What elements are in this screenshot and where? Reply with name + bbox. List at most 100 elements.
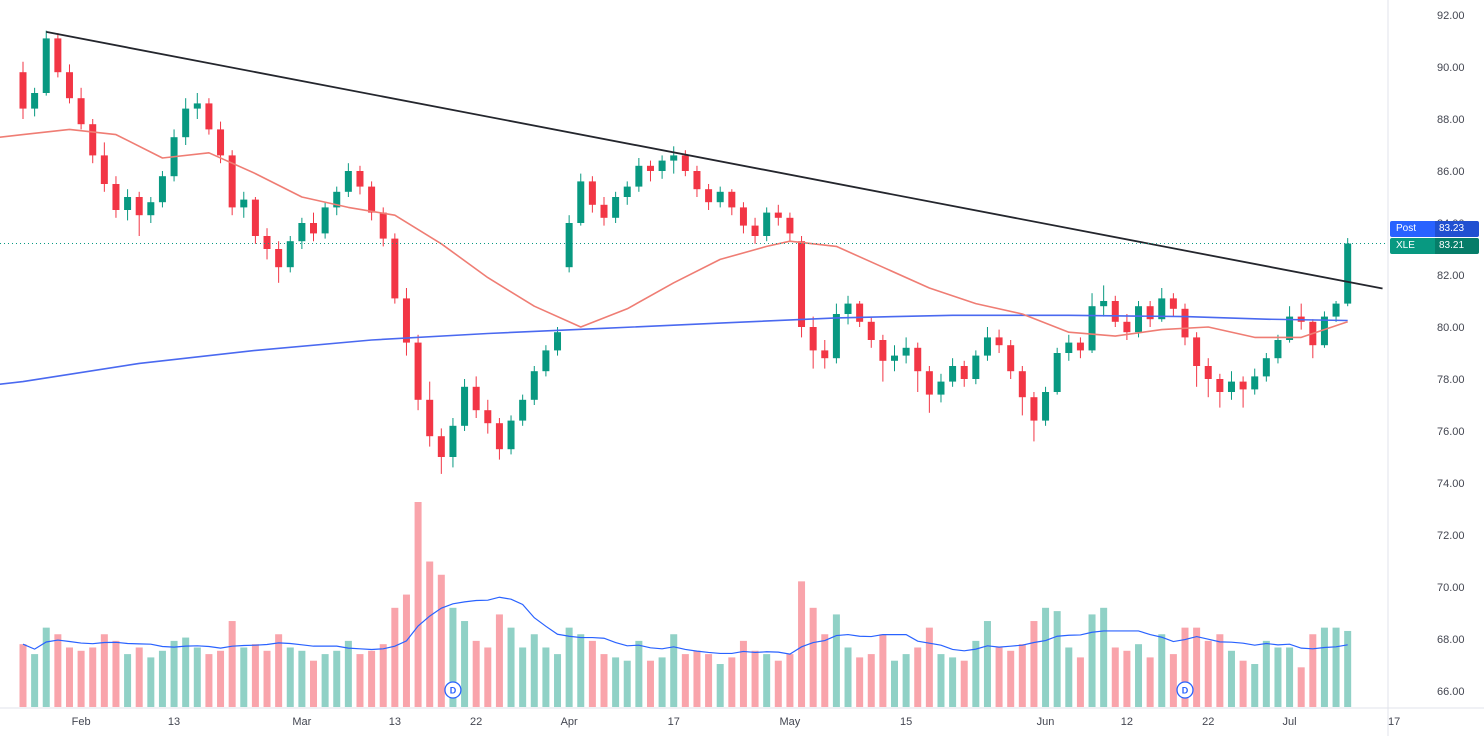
candle-body (600, 204, 608, 218)
volume-bar (321, 654, 329, 707)
volume-bar (170, 640, 178, 707)
volume-bar (914, 647, 922, 707)
volume-bar (1227, 650, 1235, 707)
last-value: 83.21 (1435, 238, 1479, 254)
candle-body (1018, 371, 1026, 398)
volume-bar (1297, 667, 1305, 707)
volume-bar (1018, 644, 1026, 707)
volume-bar (1042, 607, 1050, 707)
volume-bar (124, 654, 132, 707)
volume-bar (54, 634, 62, 707)
volume-bar (983, 621, 991, 707)
candle-body (356, 171, 364, 187)
candle-body (554, 332, 562, 351)
post-label: Post (1396, 223, 1417, 234)
price-axis[interactable]: 92.0090.0088.0086.0084.0082.0080.0078.00… (1437, 10, 1465, 698)
volume-bar (705, 654, 713, 707)
volume-bar (1100, 607, 1108, 707)
candle-body (472, 386, 480, 411)
candle-body (821, 350, 829, 359)
candle-body (391, 238, 399, 299)
volume-bar (461, 621, 469, 707)
x-axis-label: May (780, 716, 801, 728)
volume-bar (240, 647, 248, 707)
candle-body (937, 381, 945, 395)
post-value: 83.23 (1435, 221, 1479, 237)
candle-body (333, 191, 341, 208)
candle-body (298, 223, 306, 242)
volume-bar (426, 561, 434, 707)
dividend-icon[interactable]: D (444, 681, 462, 699)
x-axis-label: Feb (72, 716, 91, 728)
last-price-badge: XLE 83.21 (1390, 238, 1479, 254)
y-axis-label: 90.00 (1437, 62, 1465, 74)
volume-bar (554, 654, 562, 707)
svg-text:D: D (1182, 686, 1189, 696)
trendline[interactable] (46, 31, 1383, 290)
volume-bar (356, 654, 364, 707)
volume-bar (1123, 650, 1131, 707)
volume-bar (972, 640, 980, 707)
candle-body (1332, 303, 1340, 317)
candle-body (577, 181, 585, 223)
svg-text:D: D (450, 686, 457, 696)
candle-body (693, 171, 701, 190)
price-axis-badges: Post 83.23 XLE 83.21 (1390, 221, 1479, 255)
volume-bar (716, 664, 724, 707)
x-axis-label: Jul (1283, 716, 1297, 728)
candle-body (588, 181, 596, 205)
volume-bar (135, 647, 143, 707)
candle-body (240, 199, 248, 208)
volume-bar (600, 654, 608, 707)
candle-body (542, 350, 550, 372)
dividend-icon[interactable]: D (1176, 681, 1194, 699)
candle-body (100, 155, 108, 184)
volume-bar (112, 640, 120, 707)
volume-bar (158, 650, 166, 707)
candle-body (1181, 308, 1189, 338)
volume-bar (507, 627, 515, 707)
volume-bar (495, 614, 503, 707)
candle-body (1088, 306, 1096, 351)
candle-body (1135, 306, 1143, 333)
time-axis[interactable]: Feb 13 Mar 13 22 Apr 17 May 15 Jun 12 22 Jul 17 (72, 716, 1401, 728)
volume-bar (402, 594, 410, 707)
volume-bar (623, 660, 631, 707)
candle-body (193, 103, 201, 109)
candle-body (681, 155, 689, 171)
volume-bar (1344, 630, 1352, 707)
volume-bar (205, 654, 213, 707)
candle-body (379, 212, 387, 239)
volume-bar (565, 627, 573, 707)
candle-body (844, 303, 852, 314)
volume-bar (821, 634, 829, 707)
candle-body (809, 327, 817, 351)
volume-bar (856, 657, 864, 707)
candle-body (77, 98, 85, 125)
candle-body (612, 197, 620, 218)
volume-bar (658, 657, 666, 707)
volume-bar (1216, 634, 1224, 707)
volume-bar (437, 574, 445, 707)
candle-body (507, 420, 515, 450)
volume-ma-line (22, 596, 1348, 655)
candle-body (519, 399, 527, 421)
candle-body (879, 340, 887, 361)
volume-bar (832, 614, 840, 707)
y-axis-label: 68.00 (1437, 634, 1465, 646)
volume-bar (19, 644, 27, 707)
candle-body (565, 223, 573, 268)
volume-bar (728, 657, 736, 707)
x-axis-label: 12 (1121, 716, 1133, 728)
candle-body (182, 108, 190, 138)
x-axis-label: 22 (1202, 716, 1214, 728)
candle-body (1042, 392, 1050, 421)
candle-body (1065, 342, 1073, 353)
volume-bar (484, 647, 492, 707)
y-axis-label: 74.00 (1437, 478, 1465, 490)
volume-bar (42, 627, 50, 707)
volume-bar (286, 647, 294, 707)
